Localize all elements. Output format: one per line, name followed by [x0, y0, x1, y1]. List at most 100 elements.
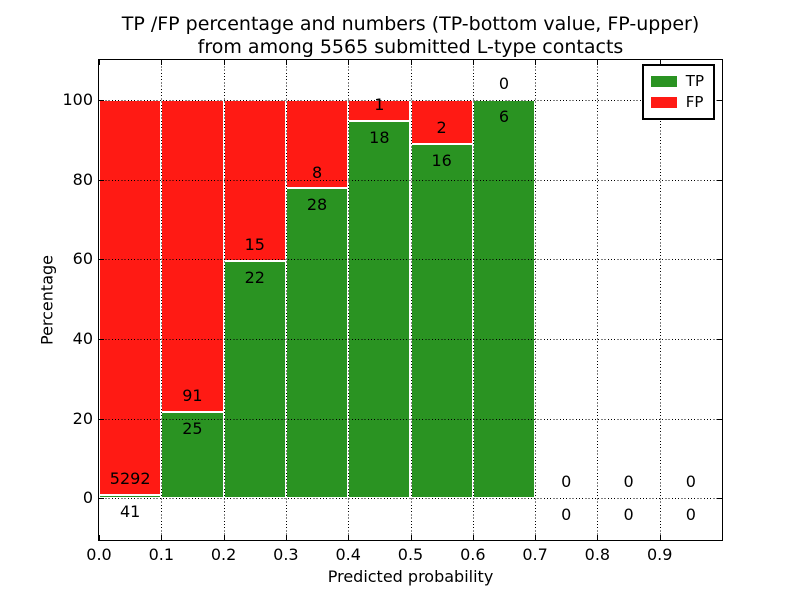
- fp-count-bin6: 0: [498, 74, 510, 94]
- x-tick-label-0.0: 0.0: [86, 545, 112, 564]
- tp-color-swatch: [650, 76, 677, 87]
- xtick-bottom-0.4: [348, 535, 350, 540]
- hgridline-20: [99, 418, 722, 420]
- x-tick-label-0.9: 0.9: [646, 545, 673, 564]
- xtick-bottom-0.7: [535, 535, 537, 540]
- fp-count-bin9: 0: [685, 472, 696, 492]
- xtick-top-0.9: [659, 60, 661, 65]
- legend-item-tp: TP: [650, 71, 704, 92]
- fp-count-bin3: 8: [311, 162, 323, 182]
- bar-tp-bin0: [99, 495, 162, 499]
- ytick-right-80: [717, 179, 722, 181]
- bar-tp-bin2: [223, 261, 286, 499]
- tp-count-bin5: 16: [431, 151, 452, 171]
- xtick-top-0.6: [472, 60, 474, 65]
- hgridline-100: [99, 100, 722, 102]
- tp-count-bin2: 22: [244, 268, 265, 288]
- fp-count-bin1: 91: [182, 386, 203, 406]
- xtick-top-0.2: [223, 60, 225, 65]
- xtick-bottom-0.1: [161, 535, 163, 540]
- fp-count-bin4: 1: [374, 95, 385, 115]
- fp-count-bin8: 0: [623, 472, 634, 492]
- hgridline-80: [99, 179, 722, 181]
- xtick-top-0: [99, 60, 100, 65]
- ytick-left-40: [99, 338, 104, 340]
- chart-title-line2: from among 5565 submitted L-type contact…: [197, 36, 624, 58]
- hgridline-0: [99, 498, 722, 500]
- tp-count-bin4: 18: [369, 127, 390, 147]
- y-tick-label-20: 20: [72, 408, 93, 428]
- xtick-top-0.7: [535, 60, 537, 65]
- ytick-right-100: [717, 100, 722, 102]
- chart-title-line1: TP /FP percentage and numbers (TP-bottom…: [121, 13, 700, 35]
- fp-count-bin5: 2: [436, 118, 447, 138]
- bar-tp-bin3: [285, 188, 349, 499]
- vgridline-0.2: [223, 60, 225, 540]
- x-tick-label-0.4: 0.4: [335, 545, 361, 564]
- ytick-left-100: [99, 100, 104, 102]
- ytick-left-20: [99, 418, 104, 420]
- ytick-right-40: [717, 338, 722, 340]
- tp-count-bin1: 25: [182, 419, 203, 439]
- y-tick-label-60: 60: [72, 249, 93, 269]
- x-tick-label-0.6: 0.6: [460, 545, 486, 564]
- bar-count-annotations-layer: 5292 41 91 25 15 22 8 28 1 18 2 16 0 6 0 0 0 0 0 0: [99, 60, 722, 540]
- xtick-bottom-0.5: [410, 535, 412, 540]
- tp-count-bin9: 0: [685, 505, 696, 525]
- vgridline-0.1: [161, 60, 163, 540]
- x-tick-label-0.3: 0.3: [273, 545, 299, 564]
- xtick-bottom-0.8: [597, 535, 599, 540]
- xtick-top-0.1: [161, 60, 163, 65]
- ytick-right-20: [717, 418, 722, 420]
- fp-color-swatch: [650, 97, 677, 108]
- x-axis-label: Predicted probability: [327, 567, 494, 586]
- xtick-top-0.8: [597, 60, 599, 65]
- vgridline-0.8: [597, 60, 599, 540]
- tp-count-bin0: 41: [119, 502, 141, 522]
- xtick-bottom-0.6: [472, 535, 474, 540]
- fp-count-bin7: 0: [561, 472, 572, 492]
- xtick-bottom-0.9: [659, 535, 661, 540]
- bar-fp-bin0: [99, 100, 162, 496]
- y-tick-label-80: 80: [72, 169, 93, 189]
- ytick-right-0: [717, 498, 722, 500]
- xtick-bottom-0.3: [285, 535, 287, 540]
- bar-fp-bin3: [285, 100, 349, 189]
- xtick-top-0.4: [348, 60, 350, 65]
- tp-count-bin6: 6: [498, 106, 510, 126]
- vgridline-0.3: [285, 60, 287, 540]
- ytick-right-60: [717, 259, 722, 261]
- ytick-left-0: [99, 498, 104, 500]
- legend-label-fp: FP: [685, 93, 704, 111]
- y-tick-label-100: 100: [62, 90, 93, 110]
- x-tick-label-0.7: 0.7: [522, 545, 548, 564]
- ytick-left-80: [99, 179, 104, 181]
- tp-count-bin7: 0: [561, 505, 572, 525]
- vgridline-0.7: [535, 60, 537, 540]
- legend-label-tp: TP: [685, 72, 704, 90]
- vgridline-0.5: [410, 60, 412, 540]
- legend: TP FP: [641, 64, 715, 120]
- fp-count-bin2: 15: [244, 235, 265, 255]
- bar-fp-bin1: [161, 100, 224, 413]
- xtick-top-0.5: [410, 60, 412, 65]
- xtick-bottom-0.2: [223, 535, 225, 540]
- vgridline-0.4: [348, 60, 350, 540]
- x-tick-label-0.1: 0.1: [148, 545, 175, 564]
- grid-layer: [99, 60, 722, 540]
- chart-title: TP /FP percentage and numbers (TP-bottom…: [99, 13, 722, 59]
- vgridline-0.6: [472, 60, 474, 540]
- xtick-bottom-0: [99, 535, 100, 540]
- legend-item-fp: FP: [650, 92, 704, 113]
- y-tick-label-40: 40: [72, 328, 93, 348]
- y-tick-label-0: 0: [82, 488, 93, 508]
- tp-count-bin8: 0: [623, 505, 634, 525]
- tp-count-bin3: 28: [306, 195, 328, 215]
- xtick-top-0.3: [285, 60, 287, 65]
- x-tick-label-0.8: 0.8: [584, 545, 611, 564]
- hgridline-40: [99, 338, 722, 340]
- x-tick-label-0.2: 0.2: [210, 545, 237, 564]
- ticks-layer: [99, 60, 722, 540]
- x-tick-label-0.5: 0.5: [397, 545, 424, 564]
